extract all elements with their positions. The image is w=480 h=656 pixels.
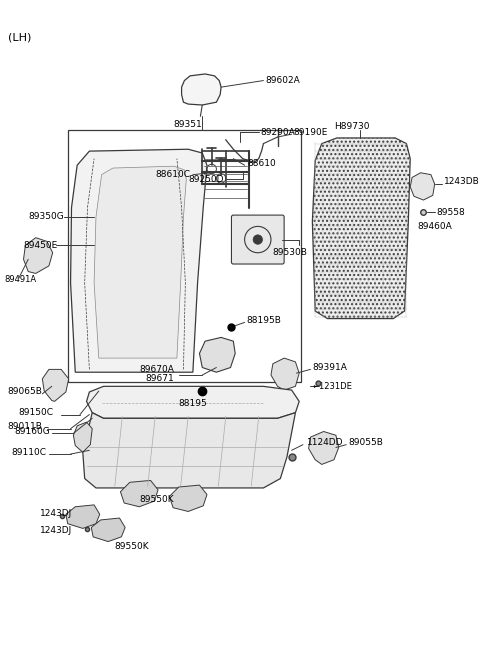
Text: 89530B: 89530B <box>273 248 308 257</box>
Text: 89065B: 89065B <box>8 388 42 396</box>
Text: 89011B: 89011B <box>8 422 42 431</box>
Text: 88195: 88195 <box>179 399 207 408</box>
Text: 89671: 89671 <box>146 375 175 383</box>
Text: ←1231DE: ←1231DE <box>312 382 352 391</box>
Text: 89160G: 89160G <box>14 427 50 436</box>
Text: 88610C: 88610C <box>155 170 190 179</box>
Text: 88610: 88610 <box>248 159 276 168</box>
Polygon shape <box>73 422 92 452</box>
Polygon shape <box>86 386 299 419</box>
Text: 89190E: 89190E <box>294 128 328 137</box>
Text: 89150C: 89150C <box>19 408 54 417</box>
Polygon shape <box>94 166 186 358</box>
Text: H89730: H89730 <box>334 122 370 131</box>
Text: 89558: 89558 <box>436 208 465 216</box>
Polygon shape <box>309 432 339 464</box>
Polygon shape <box>271 358 299 390</box>
Text: 89250D: 89250D <box>188 175 224 184</box>
Text: 89460A: 89460A <box>418 222 453 231</box>
FancyBboxPatch shape <box>231 215 284 264</box>
Circle shape <box>253 235 263 244</box>
Polygon shape <box>24 237 53 274</box>
Polygon shape <box>181 74 221 105</box>
Polygon shape <box>312 138 410 319</box>
Polygon shape <box>71 149 207 372</box>
Polygon shape <box>120 480 158 507</box>
Polygon shape <box>169 485 207 512</box>
Text: 89670A: 89670A <box>139 365 174 374</box>
Bar <box>68 131 301 382</box>
Text: 89491A: 89491A <box>5 276 37 284</box>
Text: 1243DJ: 1243DJ <box>39 525 72 535</box>
Text: 89110C: 89110C <box>12 447 46 457</box>
Text: 89351: 89351 <box>174 120 203 129</box>
Polygon shape <box>410 173 435 200</box>
Polygon shape <box>91 518 125 542</box>
Polygon shape <box>66 505 100 528</box>
Polygon shape <box>42 369 69 401</box>
Text: 89391A: 89391A <box>312 363 347 372</box>
Polygon shape <box>83 413 295 488</box>
Text: 89055B: 89055B <box>348 438 383 447</box>
Text: 89350G: 89350G <box>28 213 64 222</box>
Text: 89602A: 89602A <box>265 76 300 85</box>
Text: 89290A: 89290A <box>261 128 295 137</box>
Text: 89550K: 89550K <box>139 495 174 504</box>
Text: 89550K: 89550K <box>114 542 149 551</box>
Text: 1243DB: 1243DB <box>444 176 480 186</box>
Text: 89450E: 89450E <box>24 241 58 250</box>
Text: (LH): (LH) <box>8 33 31 43</box>
Text: 1124DD: 1124DD <box>307 438 343 447</box>
Text: 88195B: 88195B <box>247 316 281 325</box>
Polygon shape <box>200 337 235 372</box>
Text: 1243DJ: 1243DJ <box>39 509 72 518</box>
